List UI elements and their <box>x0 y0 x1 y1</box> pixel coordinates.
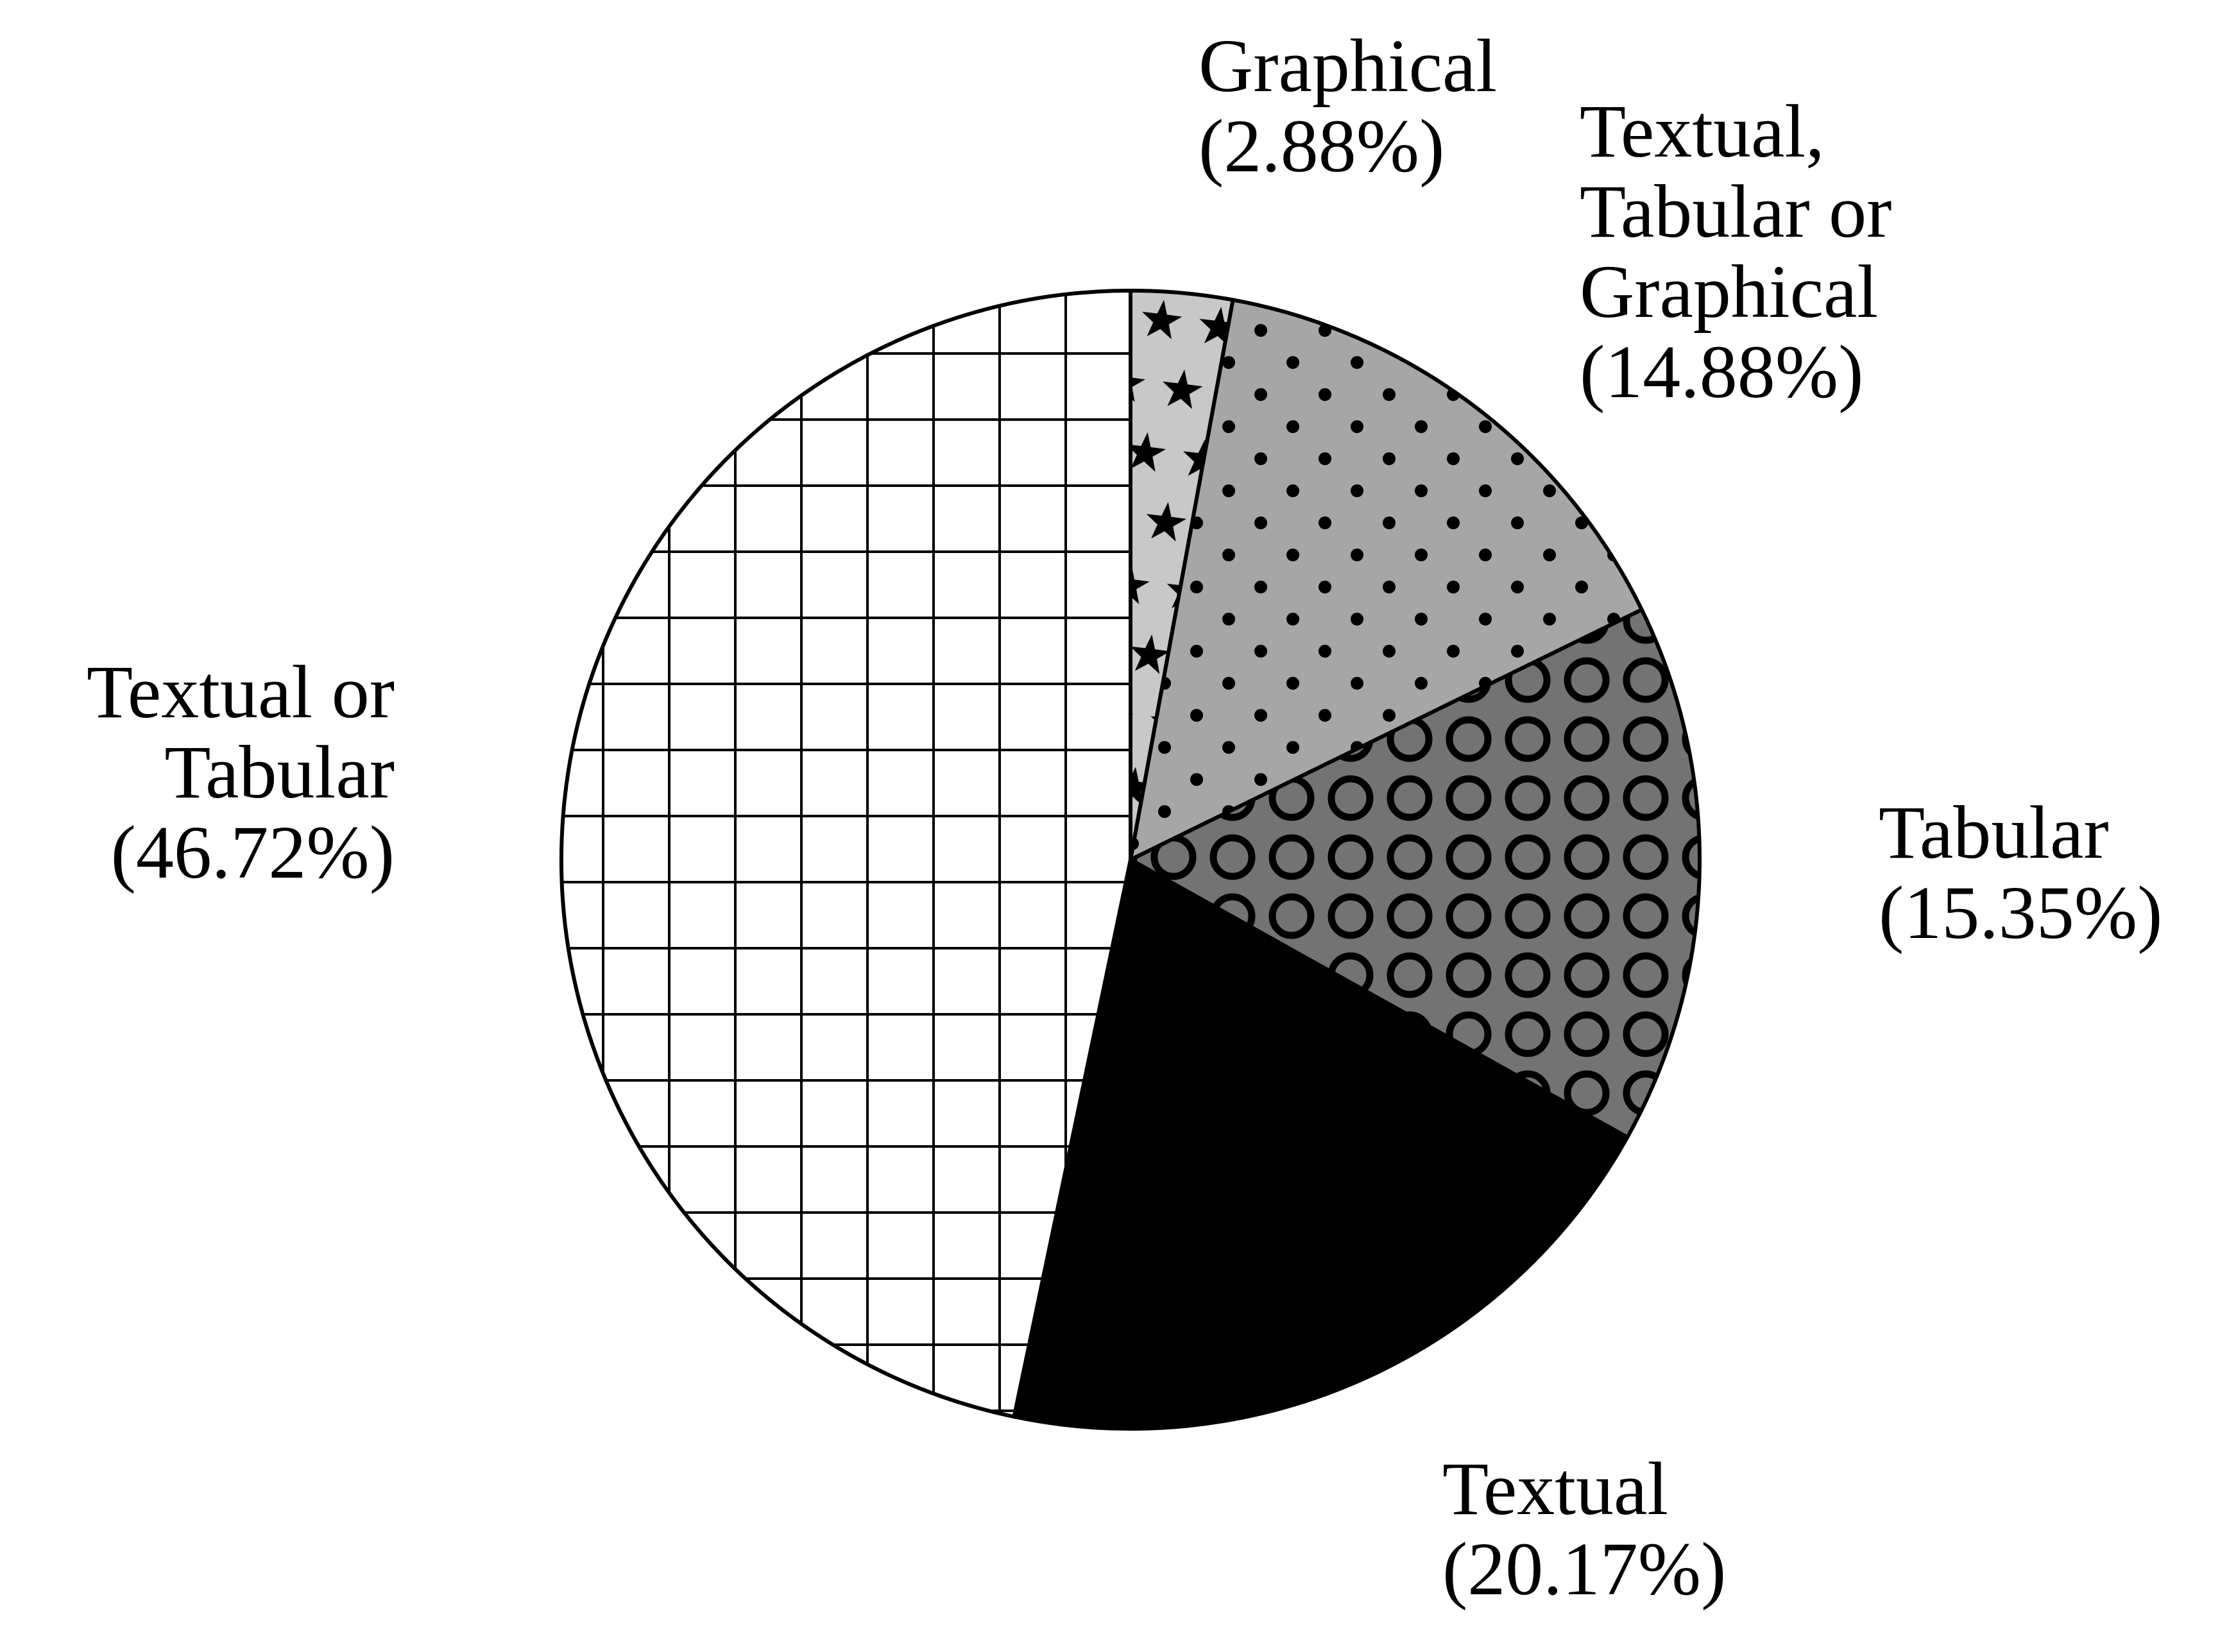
slice-name-line: Textual, <box>1580 89 1825 173</box>
pie-slices <box>559 289 1702 1431</box>
slice-label: Textual or Tabular (46.72%) <box>87 650 395 894</box>
pie-slice-textual-tabular-or-graphical <box>1129 298 1644 862</box>
slice-name-line: Tabular <box>1879 790 2109 874</box>
slice-labels: Graphical (2.88%) Textual, Tabular or Graphi… <box>87 24 2162 1611</box>
slice-label: Tabular (15.35%) <box>1879 790 2162 955</box>
slice-name-line: Graphical <box>1199 24 1497 108</box>
slice-name-line: Tabular <box>164 730 395 814</box>
slice-value-label: (2.88%) <box>1199 104 1444 188</box>
slice-value-label: (46.72%) <box>111 810 395 894</box>
slice-name-line: Textual <box>1442 1447 1668 1531</box>
slice-name-line: Textual or <box>87 650 395 734</box>
slice-value-label: (20.17%) <box>1442 1527 1726 1611</box>
slice-name-line: Graphical <box>1580 250 1878 334</box>
slice-label: Graphical (2.88%) <box>1199 24 1497 188</box>
slice-value-label: (14.88%) <box>1580 330 1863 414</box>
slice-label: Textual (20.17%) <box>1442 1447 1726 1611</box>
pie-slice-textual-or-tabular <box>559 289 1132 1419</box>
pie-slice-tabular <box>1129 608 1702 1139</box>
slice-name-line: Tabular or <box>1580 169 1891 253</box>
slice-label: Textual, Tabular or Graphical (14.88%) <box>1580 89 1891 414</box>
pie-slice-textual <box>1012 858 1630 1431</box>
slice-value-label: (15.35%) <box>1879 871 2162 955</box>
